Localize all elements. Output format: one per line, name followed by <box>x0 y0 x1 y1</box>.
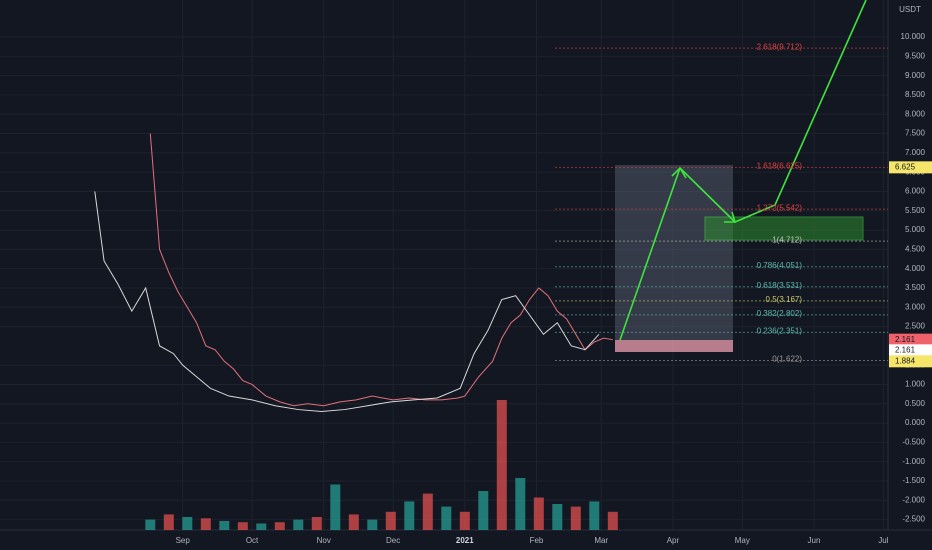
buy-zone <box>704 216 864 241</box>
volume-bar <box>478 491 489 530</box>
target-zone <box>615 165 733 340</box>
y-tick-label: 8.500 <box>905 90 926 99</box>
y-tick-label: 10.000 <box>901 32 926 41</box>
volume-bar <box>459 511 470 530</box>
x-tick-label: Oct <box>246 536 259 545</box>
fib-label: 0.786(4.051) <box>757 261 803 270</box>
stop-zone <box>615 340 733 352</box>
y-tick-label: 5.000 <box>905 225 926 234</box>
volume-bar <box>274 522 285 530</box>
volume-bar <box>533 497 544 530</box>
arrow-head <box>724 211 737 223</box>
y-tick-label: -0.500 <box>902 437 925 446</box>
y-tick-label: 1.000 <box>905 380 926 389</box>
price-line <box>149 133 613 407</box>
x-tick-label: Dec <box>386 536 400 545</box>
volume-bar <box>441 506 452 530</box>
price-tag-label: 2.161 <box>895 345 916 354</box>
fib-label: 1.618(6.625) <box>757 161 803 170</box>
fib-label: 0.5(3.167) <box>766 295 803 304</box>
fib-label: 0.236(2.351) <box>757 326 803 335</box>
y-tick-label: 3.500 <box>905 283 926 292</box>
y-tick-label: 7.500 <box>905 129 926 138</box>
y-tick-label: 4.000 <box>905 264 926 273</box>
y-tick-label: 9.500 <box>905 51 926 60</box>
volume-bar <box>607 511 618 530</box>
x-tick-label: Apr <box>667 536 680 545</box>
x-tick-label: Nov <box>317 536 331 545</box>
y-tick-label: 4.500 <box>905 244 926 253</box>
y-tick-label: -1.500 <box>902 476 925 485</box>
price-tag-label: 6.625 <box>895 162 916 171</box>
volume-bar <box>404 501 415 530</box>
volume-bar <box>385 511 396 530</box>
volume-bar <box>219 520 230 530</box>
y-tick-label: 0.500 <box>905 399 926 408</box>
volume-bar <box>182 517 193 530</box>
volume-bar <box>200 518 211 530</box>
fib-label: 1(4.712) <box>772 235 802 244</box>
fib-label: 0(1.622) <box>772 355 802 364</box>
y-tick-label: 3.000 <box>905 302 926 311</box>
x-tick-label: Sep <box>176 536 191 545</box>
volume-bar <box>570 506 581 530</box>
fib-label: 2.618(9.712) <box>757 42 803 51</box>
fib-label: 0.382(2.802) <box>757 309 803 318</box>
price-line <box>94 191 600 412</box>
y-tick-label: -2.000 <box>902 495 925 504</box>
y-tick-label: -1.000 <box>902 457 925 466</box>
fib-label: 0.618(3.531) <box>757 281 803 290</box>
y-tick-label: 5.500 <box>905 206 926 215</box>
x-tick-label: Feb <box>530 536 544 545</box>
y-tick-label: 7.000 <box>905 148 926 157</box>
x-tick-label: Mar <box>594 536 608 545</box>
x-tick-label: May <box>735 536 750 545</box>
volume-bar <box>422 493 433 530</box>
price-tag <box>889 355 932 368</box>
y-tick-label: 2.500 <box>905 322 926 331</box>
volume-bar <box>589 501 600 530</box>
currency: USDT <box>899 5 921 14</box>
price-tag-label: 1.884 <box>895 356 916 365</box>
price-tag-label: 2.161 <box>895 335 916 344</box>
volume-bar <box>145 519 156 530</box>
volume-bar <box>256 523 267 530</box>
volume-bar <box>348 514 359 530</box>
y-tick-label: 0.000 <box>905 418 926 427</box>
x-tick-label: 2021 <box>456 536 474 545</box>
arrow-head <box>671 166 687 179</box>
volume-bar <box>293 519 304 530</box>
volume-bar <box>330 484 341 530</box>
volume-bar <box>496 400 507 530</box>
volume-bar <box>237 522 248 530</box>
y-tick-label: 9.000 <box>905 71 926 80</box>
volume-bar <box>311 517 322 530</box>
y-tick-label: -2.500 <box>902 515 925 524</box>
y-tick-label: 8.000 <box>905 109 926 118</box>
x-tick-label: Jun <box>808 536 821 545</box>
volume-bar <box>367 519 378 530</box>
volume-bar <box>163 514 174 530</box>
x-tick-label: Jul <box>878 536 888 545</box>
fib-label: 1.272(5.542) <box>757 203 803 212</box>
price-tag <box>889 161 932 174</box>
price-tag <box>889 344 932 357</box>
y-tick-label: 6.000 <box>905 187 926 196</box>
volume-bar <box>552 504 563 530</box>
volume-bar <box>515 478 526 530</box>
